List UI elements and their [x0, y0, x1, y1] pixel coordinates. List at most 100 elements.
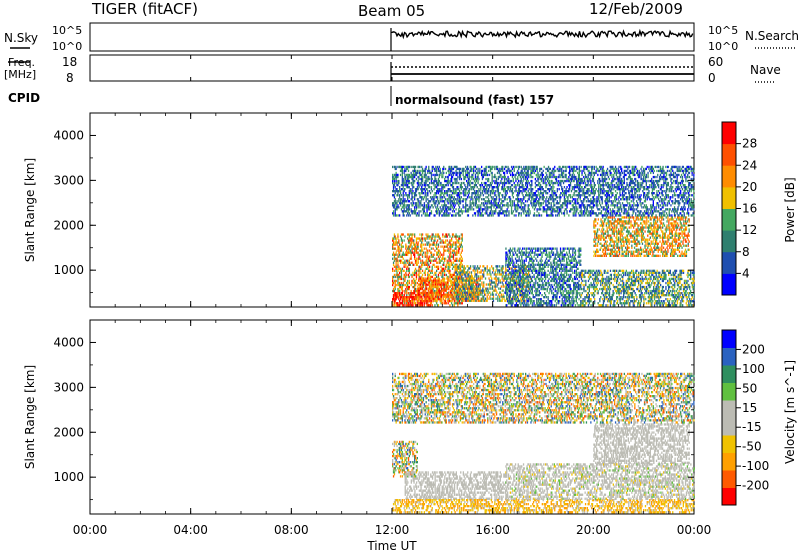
cpid-text: normalsound (fast) 157 [395, 93, 554, 107]
scatter-cell [434, 257, 436, 260]
scatter-cell [424, 239, 426, 242]
scatter-cell [411, 298, 413, 301]
scatter-cell [634, 283, 636, 287]
scatter-cell [614, 275, 616, 279]
scatter-cell [486, 273, 488, 276]
scatter-cell [639, 273, 642, 277]
scatter-cell [688, 292, 690, 295]
scatter-cell [538, 277, 540, 281]
scatter-cell [529, 292, 531, 295]
scatter-cell [595, 277, 597, 281]
scatter-cell [407, 302, 410, 305]
scatter-cell [475, 291, 477, 294]
scatter-cell [508, 285, 511, 289]
scatter-cell [487, 283, 489, 286]
scatter-cell [455, 265, 458, 268]
scatter-cell [430, 287, 432, 290]
scatter-cell [465, 271, 467, 274]
scatter-cell [400, 281, 403, 285]
scatter-cell [396, 259, 398, 262]
scatter-cell [594, 300, 596, 303]
scatter-cell [583, 287, 585, 291]
scatter-cell [423, 263, 425, 266]
scatter-cell [596, 250, 599, 253]
scatter-cell [392, 281, 394, 285]
scatter-cell [525, 249, 527, 252]
scatter-cell [608, 277, 610, 281]
scatter-cell [441, 259, 443, 262]
scatter-cell [446, 261, 448, 264]
scatter-cell [505, 275, 507, 279]
scatter-cell [562, 296, 564, 299]
scatter-cell [440, 241, 442, 244]
scatter-cell [483, 265, 485, 268]
scatter-cell [517, 293, 519, 296]
scatter-cell [690, 304, 693, 307]
scatter-cell [497, 265, 499, 268]
scatter-cell [394, 298, 396, 301]
scatter-cell [530, 285, 533, 289]
scatter-cell [417, 247, 419, 250]
scatter-cell [523, 261, 525, 264]
scatter-cell [601, 304, 604, 307]
radar-title: TIGER (fitACF) [91, 0, 198, 18]
scatter-cell [439, 255, 441, 258]
scatter-cell [516, 296, 518, 299]
scatter-cell [573, 298, 575, 301]
scatter-cell [679, 273, 681, 277]
scatter-cell [656, 296, 658, 299]
scatter-cell [515, 279, 517, 282]
scatter-cell [506, 295, 508, 298]
scatter-cell [584, 304, 586, 307]
scatter-cell [475, 295, 477, 298]
scatter-cell [616, 277, 619, 281]
scatter-cell [514, 257, 517, 260]
scatter-cell [572, 253, 574, 256]
scatter-cell [578, 253, 580, 256]
scatter-cell [551, 277, 554, 281]
scatter-cell [392, 261, 395, 264]
scatter-cell [401, 289, 403, 293]
scatter-cell [569, 285, 571, 289]
scatter-cell [655, 285, 657, 289]
scatter-cell [434, 237, 436, 240]
scatter-cell [616, 279, 619, 283]
scatter-cell [432, 255, 434, 258]
scatter-cell [660, 294, 663, 297]
scatter-cell [550, 247, 552, 250]
scatter-cell [603, 218, 606, 221]
scatter-cell [577, 292, 579, 295]
scatter-cell [443, 277, 445, 280]
scatter-cell [579, 283, 581, 287]
scatter-cell [573, 300, 575, 303]
scatter-cell [613, 220, 615, 223]
scatter-cell [501, 271, 503, 274]
scatter-cell [442, 275, 444, 279]
scatter-cell [429, 235, 432, 238]
scatter-cell [429, 291, 431, 294]
scatter-cell [499, 297, 501, 300]
scatter-cell [551, 251, 553, 254]
scatter-cell [401, 287, 403, 291]
scatter-cell [575, 298, 577, 301]
scatter-cell [517, 259, 519, 262]
scatter-cell [652, 269, 654, 272]
scatter-cell [594, 218, 596, 221]
scatter-cell [626, 302, 628, 305]
scatter-cell [685, 281, 687, 285]
scatter-cell [496, 283, 498, 286]
scatter-cell [570, 261, 572, 264]
scatter-cell [407, 267, 410, 270]
scatter-cell [595, 250, 597, 253]
scatter-cell [448, 279, 450, 282]
scatter-cell [451, 245, 454, 248]
scatter-cell [470, 295, 473, 298]
scatter-cell [618, 281, 620, 285]
scatter-cell [645, 275, 647, 279]
scatter-cell [577, 304, 579, 307]
scatter-cell [551, 271, 553, 274]
scatter-cell [423, 277, 425, 280]
scatter-cell [656, 277, 658, 281]
scatter-cell [501, 297, 503, 300]
scatter-cell [595, 252, 597, 255]
